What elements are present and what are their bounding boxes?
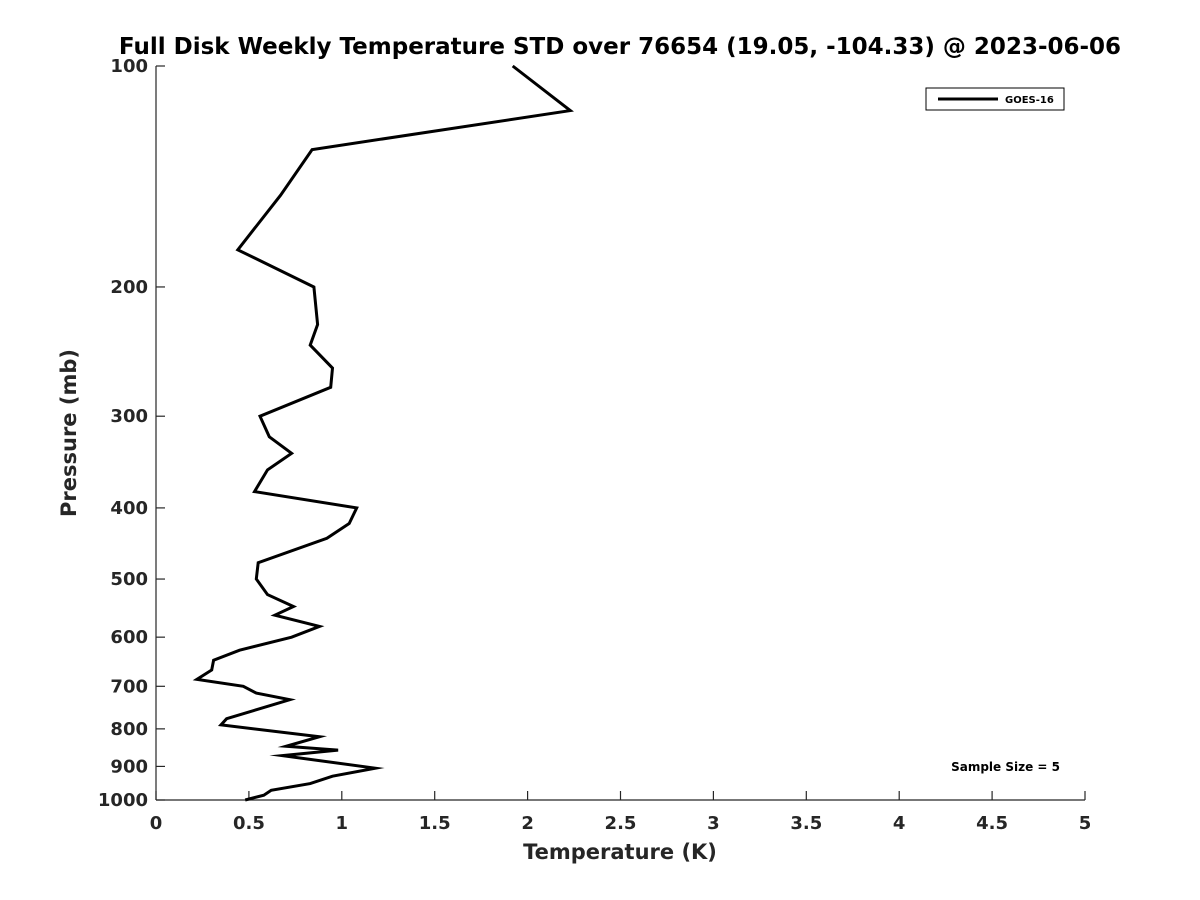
x-tick-label: 3.5 [790,813,822,834]
y-axis-label: Pressure (mb) [57,349,81,517]
x-tick-label: 0 [150,813,163,834]
y-tick-label: 300 [110,406,148,427]
y-tick-label: 800 [110,719,148,740]
y-tick-label: 200 [110,277,148,298]
sample-size-annotation: Sample Size = 5 [951,760,1060,774]
y-tick-label: 400 [110,498,148,519]
y-tick-label: 100 [110,56,148,77]
y-tick-label: 700 [110,676,148,697]
x-tick-label: 4.5 [976,813,1008,834]
plot-series [192,64,574,802]
x-tick-label: 5 [1079,813,1092,834]
x-tick-label: 1.5 [419,813,451,834]
legend-label-goes-16: GOES-16 [1005,95,1054,106]
x-tick-label: 4 [893,813,906,834]
x-tick-label: 3 [707,813,720,834]
x-tick-label: 2.5 [605,813,637,834]
x-tick-label: 2 [521,813,534,834]
y-tick-label: 900 [110,756,148,777]
y-tick-label: 1000 [98,790,148,811]
x-axis-label: Temperature (K) [523,840,717,864]
axis-ticks: 0 0.5 1 1.5 2 2.5 3 3.5 4 4.5 5 100 200 300 400 500 600 7… [98,56,1091,834]
series-line-goes-16 [192,64,574,802]
legend: GOES-16 [925,87,1065,111]
x-tick-label: 1 [336,813,349,834]
x-tick-label: 0.5 [233,813,265,834]
chart-title: Full Disk Weekly Temperature STD over 76… [119,34,1121,60]
y-tick-label: 600 [110,627,148,648]
y-tick-label: 500 [110,569,148,590]
